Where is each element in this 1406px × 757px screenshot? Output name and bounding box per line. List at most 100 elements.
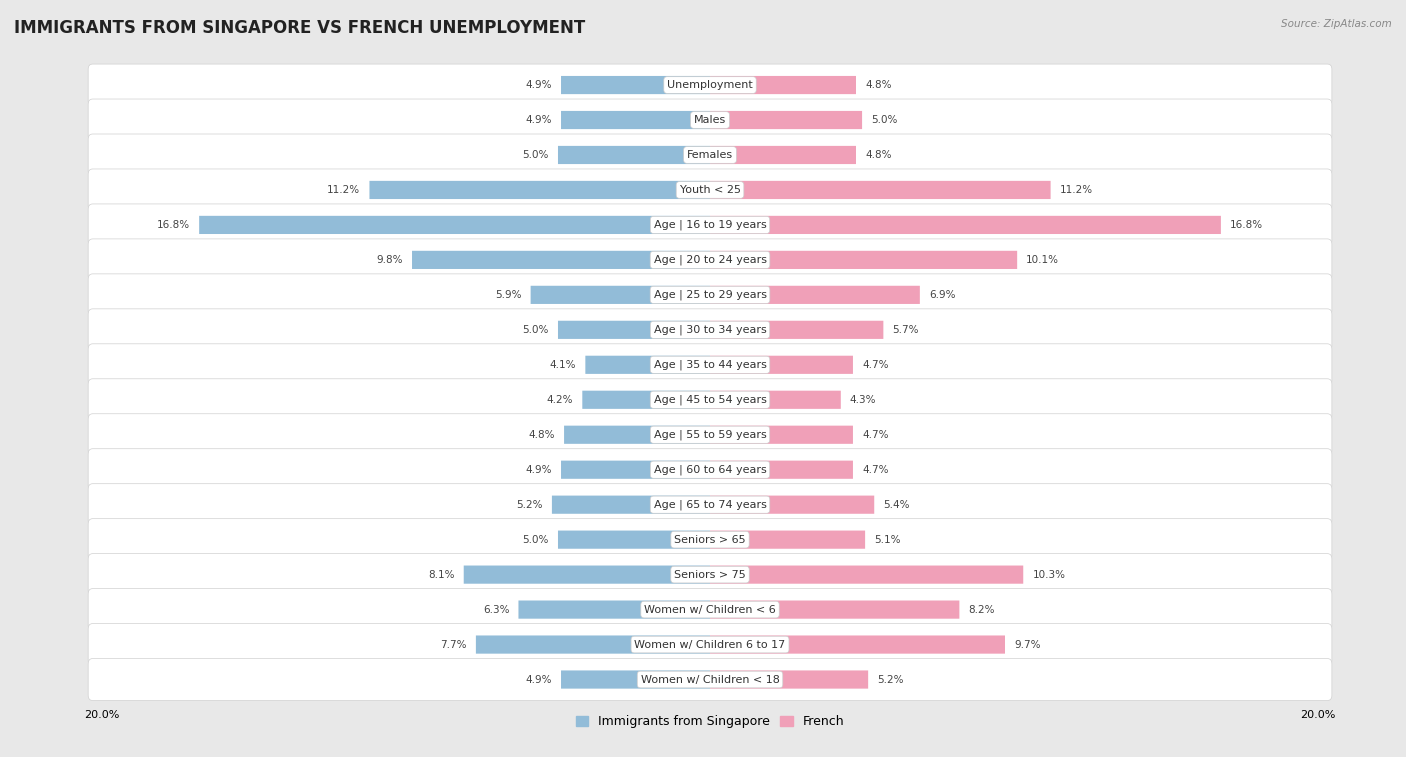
Text: 5.7%: 5.7% [893, 325, 920, 335]
FancyBboxPatch shape [553, 496, 710, 514]
Text: 4.9%: 4.9% [526, 674, 553, 684]
Text: 11.2%: 11.2% [1060, 185, 1092, 195]
Text: 4.1%: 4.1% [550, 360, 576, 370]
FancyBboxPatch shape [710, 496, 875, 514]
FancyBboxPatch shape [710, 671, 868, 689]
FancyBboxPatch shape [564, 425, 710, 444]
Text: Age | 35 to 44 years: Age | 35 to 44 years [654, 360, 766, 370]
FancyBboxPatch shape [710, 111, 862, 129]
Text: Age | 25 to 29 years: Age | 25 to 29 years [654, 290, 766, 300]
Text: 4.9%: 4.9% [526, 115, 553, 125]
Text: Women w/ Children 6 to 17: Women w/ Children 6 to 17 [634, 640, 786, 650]
Text: Youth < 25: Youth < 25 [679, 185, 741, 195]
FancyBboxPatch shape [89, 344, 1331, 386]
FancyBboxPatch shape [89, 99, 1331, 141]
Text: 5.2%: 5.2% [516, 500, 543, 509]
FancyBboxPatch shape [412, 251, 710, 269]
FancyBboxPatch shape [89, 309, 1331, 350]
FancyBboxPatch shape [89, 239, 1331, 281]
Text: 4.7%: 4.7% [862, 360, 889, 370]
FancyBboxPatch shape [561, 460, 710, 479]
FancyBboxPatch shape [710, 460, 853, 479]
Text: 9.8%: 9.8% [377, 255, 404, 265]
Text: Seniors > 65: Seniors > 65 [675, 534, 745, 544]
Text: 5.0%: 5.0% [523, 534, 548, 544]
FancyBboxPatch shape [89, 274, 1331, 316]
FancyBboxPatch shape [89, 589, 1331, 631]
Text: 7.7%: 7.7% [440, 640, 467, 650]
FancyBboxPatch shape [561, 111, 710, 129]
FancyBboxPatch shape [89, 378, 1331, 421]
Text: Seniors > 75: Seniors > 75 [673, 569, 747, 580]
FancyBboxPatch shape [558, 531, 710, 549]
FancyBboxPatch shape [89, 449, 1331, 491]
Text: 5.4%: 5.4% [883, 500, 910, 509]
FancyBboxPatch shape [561, 76, 710, 94]
FancyBboxPatch shape [464, 565, 710, 584]
Text: 11.2%: 11.2% [328, 185, 360, 195]
Text: Women w/ Children < 6: Women w/ Children < 6 [644, 605, 776, 615]
FancyBboxPatch shape [89, 553, 1331, 596]
Text: 4.3%: 4.3% [849, 394, 876, 405]
Text: 10.1%: 10.1% [1026, 255, 1059, 265]
Legend: Immigrants from Singapore, French: Immigrants from Singapore, French [571, 710, 849, 733]
FancyBboxPatch shape [558, 321, 710, 339]
FancyBboxPatch shape [89, 134, 1331, 176]
FancyBboxPatch shape [710, 321, 883, 339]
Text: 4.8%: 4.8% [865, 150, 891, 160]
FancyBboxPatch shape [710, 146, 856, 164]
FancyBboxPatch shape [582, 391, 710, 409]
Text: Age | 30 to 34 years: Age | 30 to 34 years [654, 325, 766, 335]
FancyBboxPatch shape [710, 285, 920, 304]
Text: 6.9%: 6.9% [929, 290, 956, 300]
FancyBboxPatch shape [710, 181, 1050, 199]
Text: 5.0%: 5.0% [523, 325, 548, 335]
FancyBboxPatch shape [710, 216, 1220, 234]
Text: 5.2%: 5.2% [877, 674, 904, 684]
Text: Age | 45 to 54 years: Age | 45 to 54 years [654, 394, 766, 405]
FancyBboxPatch shape [710, 76, 856, 94]
Text: 4.7%: 4.7% [862, 430, 889, 440]
FancyBboxPatch shape [370, 181, 710, 199]
Text: Source: ZipAtlas.com: Source: ZipAtlas.com [1281, 19, 1392, 29]
FancyBboxPatch shape [710, 600, 959, 618]
FancyBboxPatch shape [200, 216, 710, 234]
FancyBboxPatch shape [89, 169, 1331, 211]
Text: Females: Females [688, 150, 733, 160]
FancyBboxPatch shape [89, 414, 1331, 456]
Text: 5.0%: 5.0% [523, 150, 548, 160]
Text: 5.1%: 5.1% [875, 534, 901, 544]
FancyBboxPatch shape [89, 624, 1331, 665]
FancyBboxPatch shape [710, 425, 853, 444]
Text: 8.1%: 8.1% [427, 569, 454, 580]
Text: Age | 20 to 24 years: Age | 20 to 24 years [654, 254, 766, 265]
FancyBboxPatch shape [89, 64, 1331, 106]
Text: 10.3%: 10.3% [1032, 569, 1066, 580]
Text: Age | 16 to 19 years: Age | 16 to 19 years [654, 220, 766, 230]
FancyBboxPatch shape [530, 285, 710, 304]
FancyBboxPatch shape [89, 204, 1331, 246]
FancyBboxPatch shape [558, 146, 710, 164]
Text: Women w/ Children < 18: Women w/ Children < 18 [641, 674, 779, 684]
Text: IMMIGRANTS FROM SINGAPORE VS FRENCH UNEMPLOYMENT: IMMIGRANTS FROM SINGAPORE VS FRENCH UNEM… [14, 19, 585, 37]
Text: 9.7%: 9.7% [1014, 640, 1040, 650]
FancyBboxPatch shape [710, 251, 1017, 269]
Text: 8.2%: 8.2% [969, 605, 995, 615]
Text: 5.0%: 5.0% [872, 115, 897, 125]
FancyBboxPatch shape [519, 600, 710, 618]
Text: Males: Males [695, 115, 725, 125]
Text: 4.8%: 4.8% [865, 80, 891, 90]
Text: 6.3%: 6.3% [482, 605, 509, 615]
FancyBboxPatch shape [475, 635, 710, 653]
Text: 16.8%: 16.8% [1230, 220, 1263, 230]
FancyBboxPatch shape [710, 635, 1005, 653]
Text: Unemployment: Unemployment [668, 80, 752, 90]
Text: Age | 55 to 59 years: Age | 55 to 59 years [654, 429, 766, 440]
FancyBboxPatch shape [89, 659, 1331, 700]
Text: Age | 60 to 64 years: Age | 60 to 64 years [654, 465, 766, 475]
FancyBboxPatch shape [89, 484, 1331, 525]
Text: 16.8%: 16.8% [157, 220, 190, 230]
FancyBboxPatch shape [710, 356, 853, 374]
FancyBboxPatch shape [585, 356, 710, 374]
Text: 4.8%: 4.8% [529, 430, 555, 440]
